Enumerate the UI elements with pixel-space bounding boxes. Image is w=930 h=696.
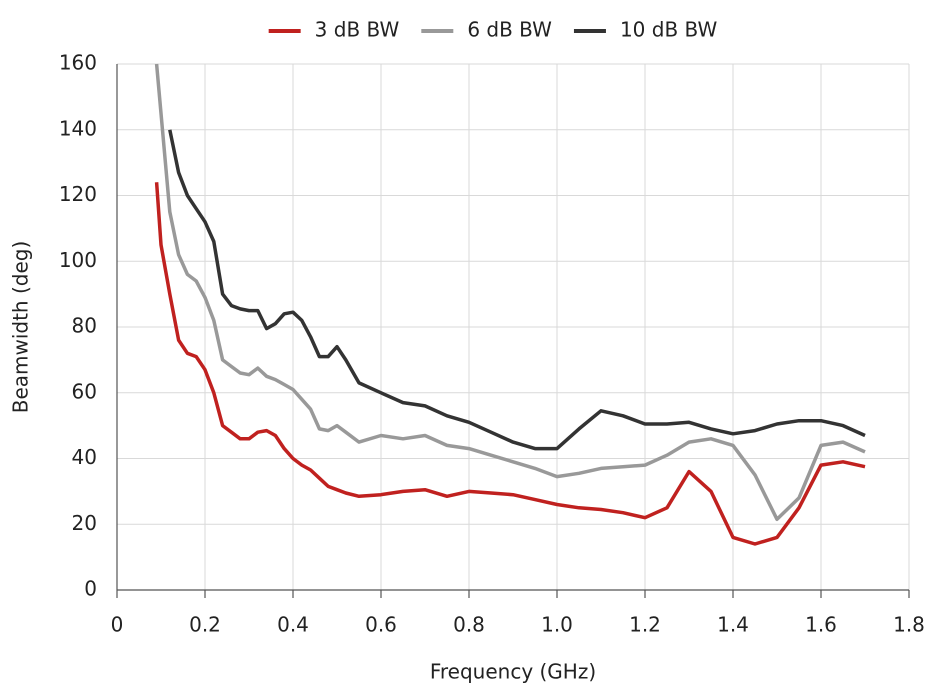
x-tick-label: 1.6 [805,613,837,637]
y-tick-label: 60 [72,379,97,403]
y-tick-label: 80 [72,314,97,338]
x-tick-label: 1.8 [893,613,925,637]
y-tick-label: 0 [84,577,97,601]
data-line [168,129,866,451]
y-tick-label: 160 [59,51,97,75]
y-tick-label: 140 [59,116,97,140]
x-tick-label: 0.6 [365,613,397,637]
x-tick-label: 1.0 [541,613,573,637]
y-tick-label: 100 [59,248,97,272]
y-tick-label: 40 [72,445,97,469]
legend-label: 10 dB BW [620,18,718,42]
x-tick-label: 0.8 [453,613,485,637]
x-tick-label: 0 [111,613,124,637]
y-tick-label: 120 [59,182,97,206]
x-axis-label: Frequency (GHz) [430,660,596,684]
x-tick-label: 0.2 [189,613,221,637]
x-tick-label: 0.4 [277,613,309,637]
data-line [154,182,866,546]
data-line [154,63,866,522]
y-tick-label: 20 [72,511,97,535]
y-axis-label: Beamwidth (deg) [9,241,33,414]
x-tick-label: 1.4 [717,613,749,637]
legend-label: 3 dB BW [315,18,400,42]
x-tick-label: 1.2 [629,613,661,637]
legend-label: 6 dB BW [467,18,552,42]
